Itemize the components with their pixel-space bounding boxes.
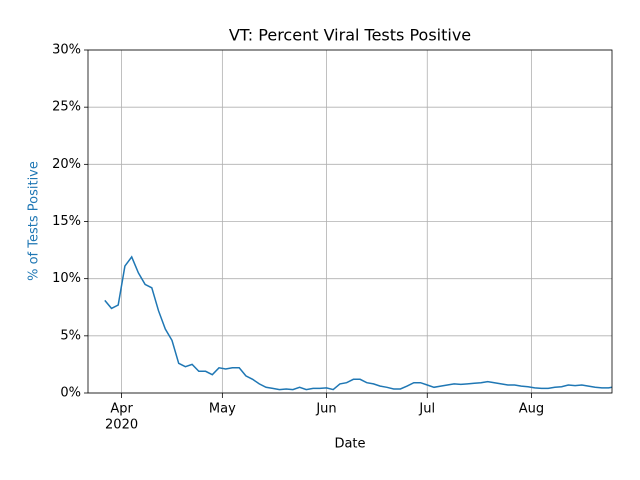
plot-frame (87, 49, 613, 394)
x-tick-label: Apr (110, 402, 133, 417)
x-tick-label: Jul (418, 402, 435, 417)
y-tick-label: 20% (52, 157, 81, 172)
y-tick-label: 10% (52, 271, 81, 286)
y-axis-label: % of Tests Positive (27, 161, 42, 281)
y-tick-label: 15% (52, 214, 81, 229)
y-tick-label: 30% (52, 43, 81, 58)
y-tick-label: 0% (60, 386, 81, 401)
data-line (104, 255, 613, 391)
chart-title: VT: Percent Viral Tests Positive (229, 26, 471, 45)
x-axis-label: Date (334, 437, 365, 452)
x-year-label: 2020 (105, 418, 138, 433)
y-tick-label: 25% (52, 100, 81, 115)
y-tick-label: 5% (60, 328, 81, 343)
x-tick-label: May (209, 402, 236, 417)
x-tick-label: Jun (315, 402, 336, 417)
x-tick-label: Aug (519, 402, 544, 417)
